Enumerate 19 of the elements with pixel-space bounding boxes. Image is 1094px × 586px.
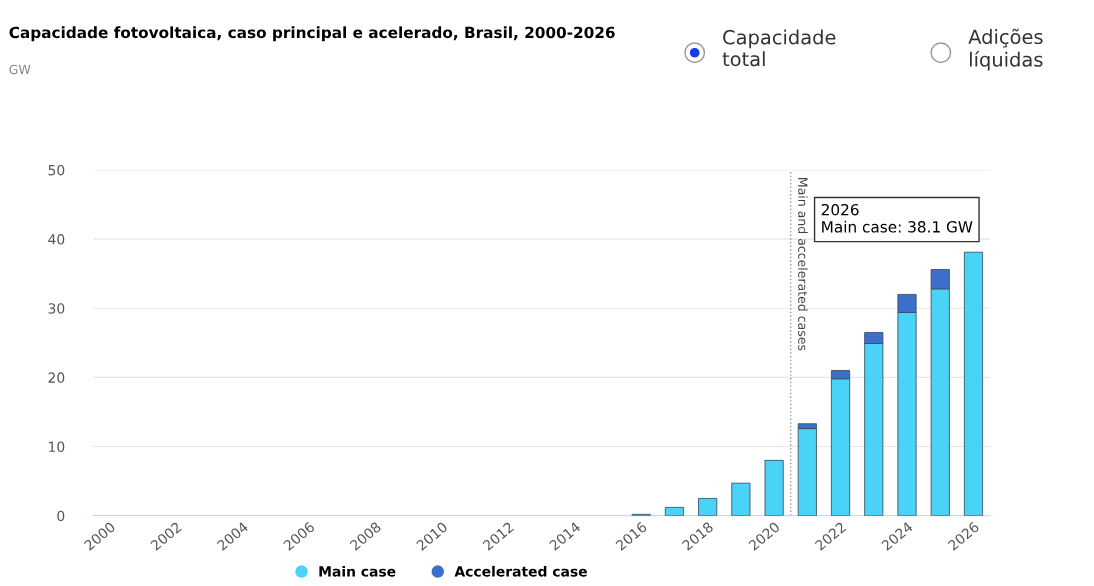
bar	[698, 497, 718, 516]
legend-label: Accelerated case	[454, 565, 587, 577]
bar	[963, 251, 984, 516]
legend-label: Main case	[319, 565, 396, 577]
ref-line-label: Main and accelerated cases	[798, 178, 808, 351]
chart-title: Capacidade fotovoltaica, caso principal e acelerado, Brasil, 2000-2026	[9, 26, 615, 42]
text: Adições líquidas	[968, 28, 1043, 71]
bar	[664, 506, 684, 516]
bar	[731, 482, 751, 516]
chart-subtitle: GW	[9, 64, 31, 75]
bar	[764, 459, 784, 516]
y-tick-label: 0	[57, 510, 65, 522]
y-tick-label: 20	[48, 372, 65, 383]
annotation: 2026 Main case: 38.1 GW	[821, 203, 973, 233]
y-tick-label: 40	[48, 234, 65, 245]
y-tick-label: 50	[48, 164, 65, 176]
y-tick-label: 10	[49, 441, 65, 453]
text: Capacidade total	[722, 29, 836, 67]
y-tick-label: 30	[48, 303, 65, 314]
